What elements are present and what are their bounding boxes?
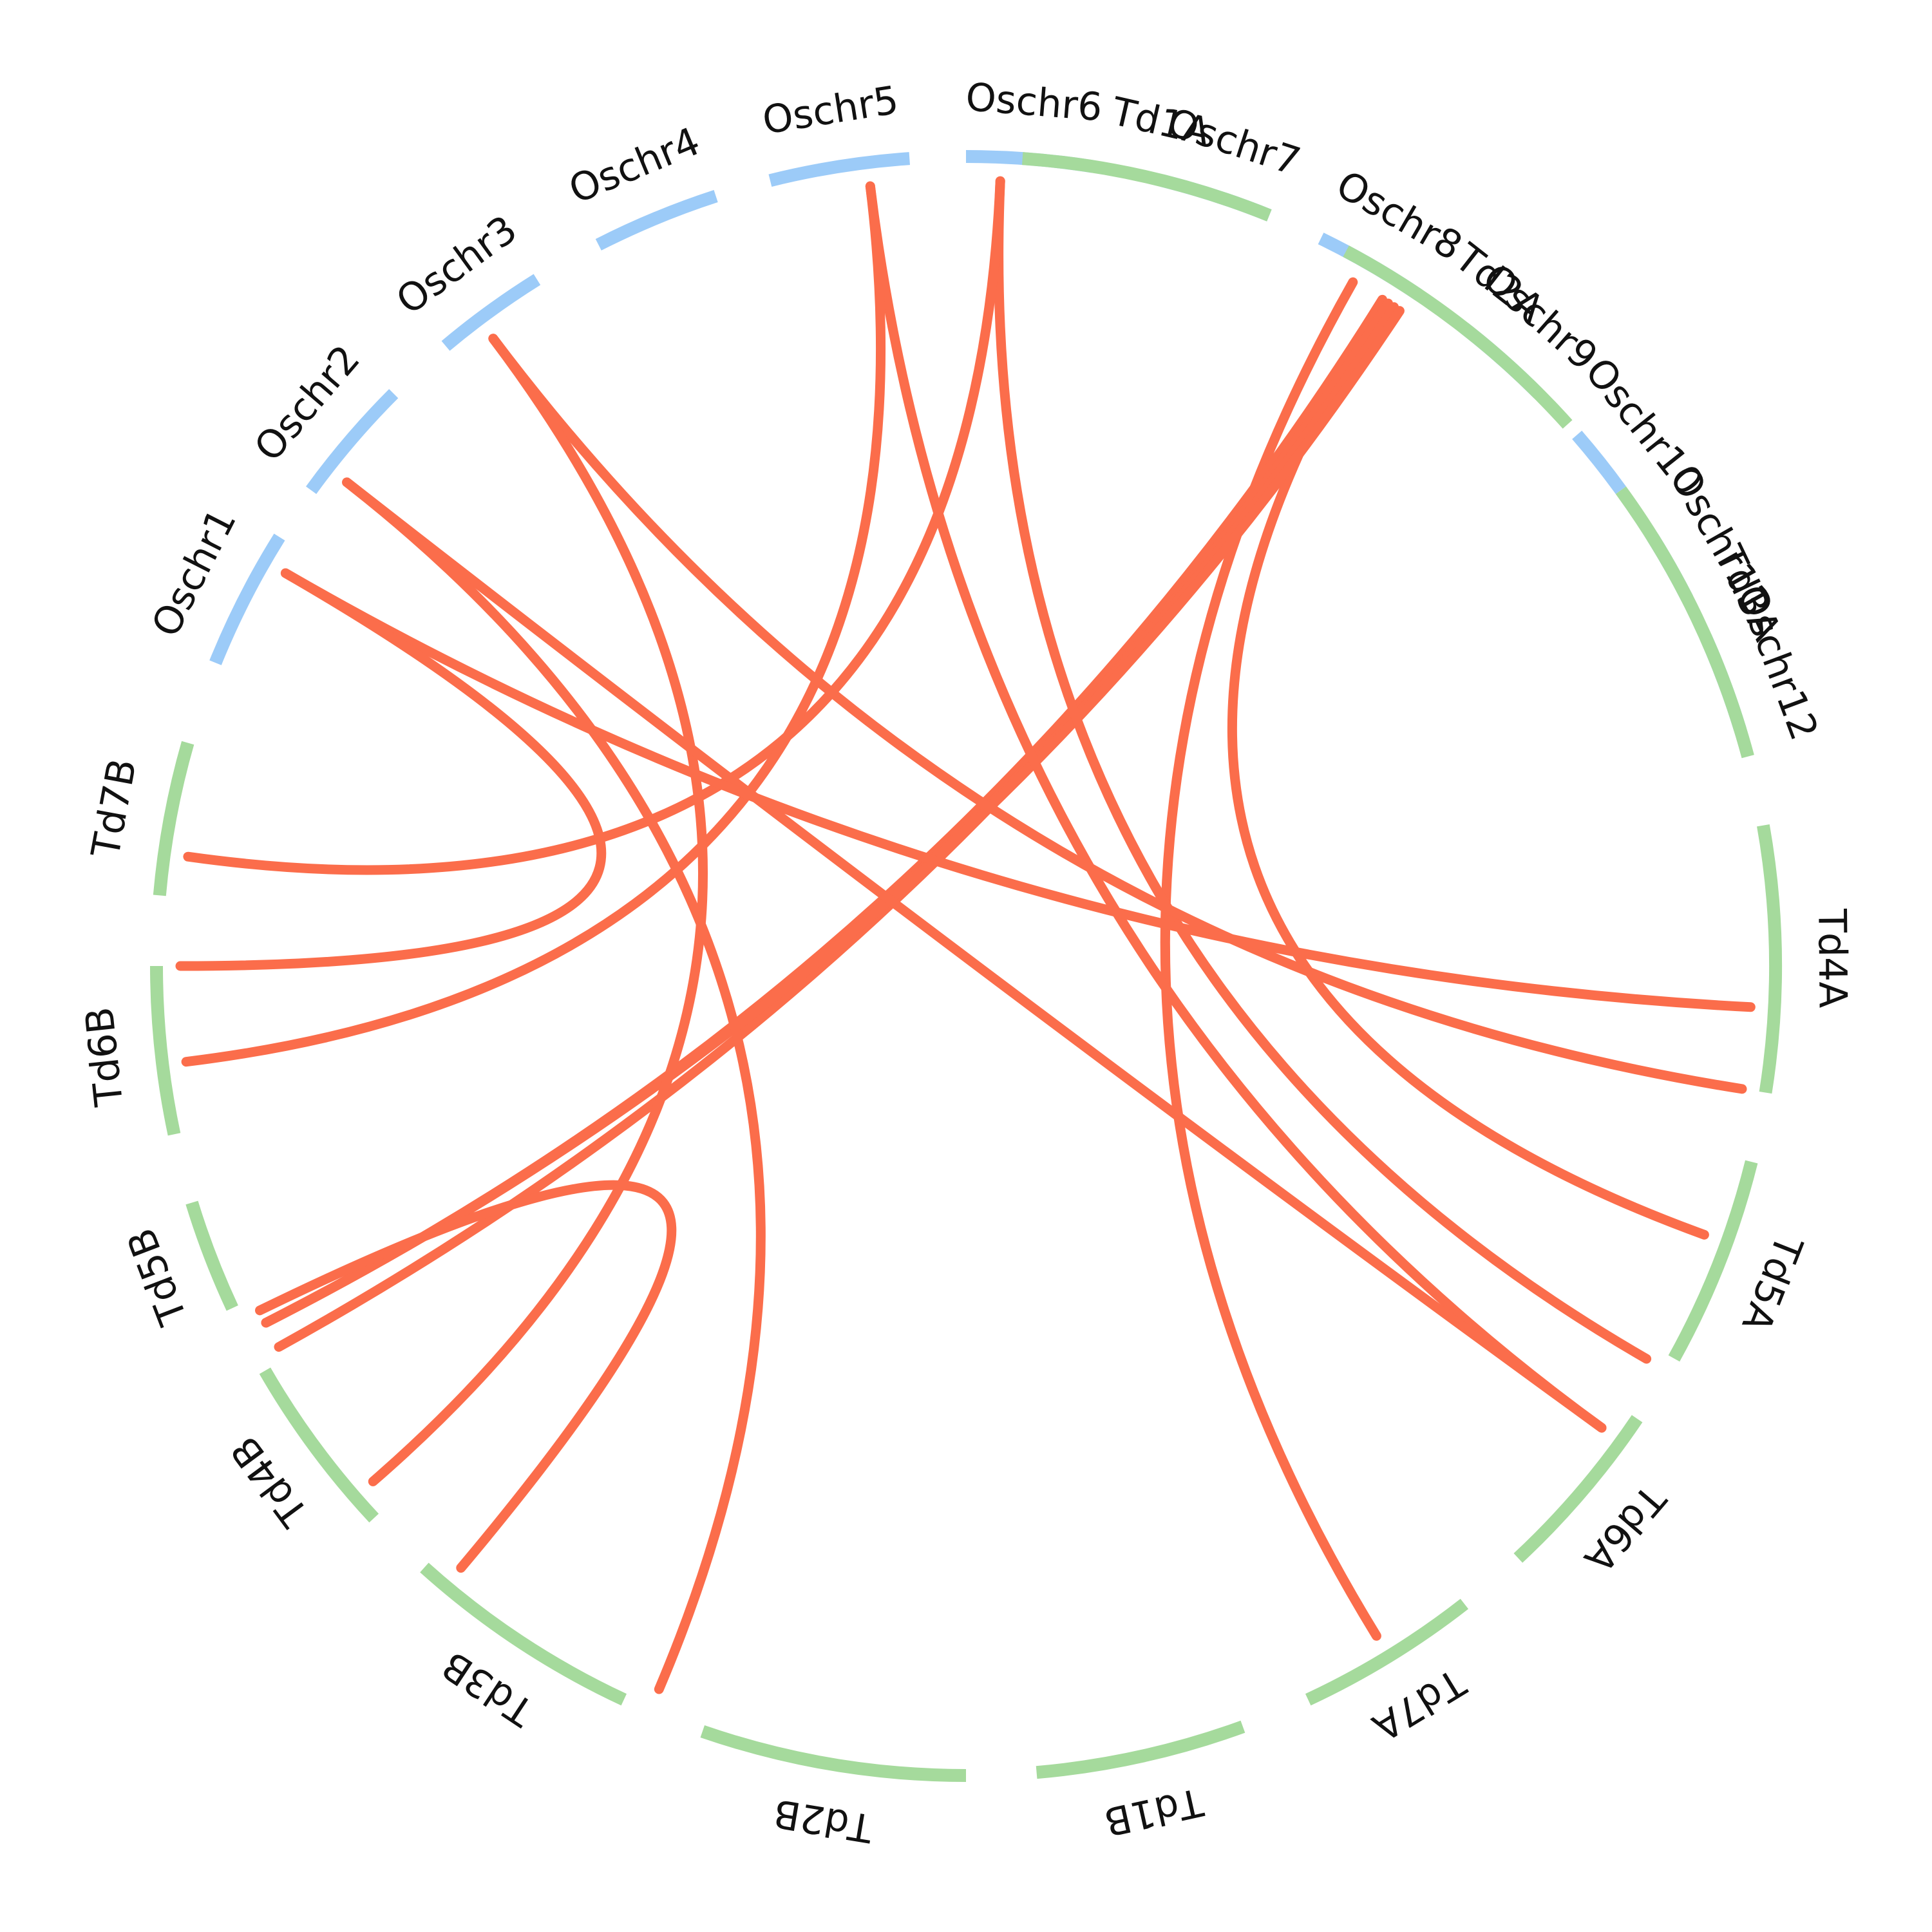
chromosome-arc-td5b [185,1200,238,1311]
chromosome-label-td4b: Td4B [222,1428,318,1535]
chromosome-tracks [150,150,1782,1782]
synteny-link-oschr2-td6a [342,477,1607,1433]
chromosome-label-oschr5: Oschr5 [759,77,902,143]
synteny-link-oschr2-td3b [342,477,766,1694]
chromosome-arc-td1a [1022,152,1272,222]
chromosome-label-td3a: Td3A [1706,538,1790,648]
chromosome-label-td1b: Td1B [1100,1779,1208,1844]
chromosome-label-td2b: Td2B [770,1790,876,1851]
chromosome-arc-oschr4 [595,189,718,251]
chromosome-arc-oschr10 [1572,430,1626,495]
chromosome-arc-oschr3 [441,274,541,351]
chromosome-label-td7a: Td7A [1365,1659,1473,1750]
chromosome-arc-td3b [420,1562,627,1706]
synteny-link-oschr3-td4b [368,334,708,1486]
synteny-links [175,176,1756,1694]
chromosome-arc-td6a [1513,1415,1643,1563]
chromosome-arc-td7b [153,741,194,896]
chromosome-label-td6b: Td6B [77,1005,133,1109]
synteny-link-oschr9-td5b [261,294,1387,1328]
synteny-link-td2b-td4b [255,1180,677,1573]
chromosome-arc-td5a [1668,1160,1758,1362]
chromosome-arc-td2b [700,1725,967,1782]
chromosome-arc-td4a [1757,824,1782,1094]
chromosome-arc-td2a [1343,245,1573,429]
synteny-link-oschr1-td6b [175,568,607,971]
chromosome-arc-td3a [1615,486,1754,759]
synteny-link-oschr5-td6a [865,181,1607,1433]
synteny-link-oschr1-td3a [280,568,1756,1012]
synteny-link-oschr9-td5a [1227,294,1709,1240]
chromosome-arc-td7a [1305,1598,1469,1706]
chromosome-arc-oschr1 [209,533,285,665]
chromosome-label-td5b: Td5B [118,1222,196,1332]
chromosome-arc-oschr2 [306,389,399,495]
chromosome-label-td4a: Td4A [1809,908,1855,1009]
chromosome-arc-oschr5 [768,152,910,187]
chromosome-arc-td6b [150,965,181,1136]
chromosome-label-oschr4: Oschr4 [563,118,706,213]
synteny-link-oschr3-td4a [488,334,1747,1094]
chromosome-label-td3b: Td3B [434,1642,542,1735]
chromosome-label-td1a: Td1A [1107,89,1215,155]
synteny-link-oschr9-td5b [261,306,1405,1328]
synteny-link-oschr6-td7a [994,176,1652,1364]
chromosome-arc-td1b [1036,1720,1245,1779]
chromosome-label-td7b: Td7B [83,755,146,862]
chromosome-arc-td4b [259,1367,379,1523]
chromosome-label-td5a: Td5A [1733,1229,1812,1338]
synteny-link-oschr9-td5b [261,302,1399,1328]
chromosome-label-oschr6: Oschr6 [964,75,1104,130]
